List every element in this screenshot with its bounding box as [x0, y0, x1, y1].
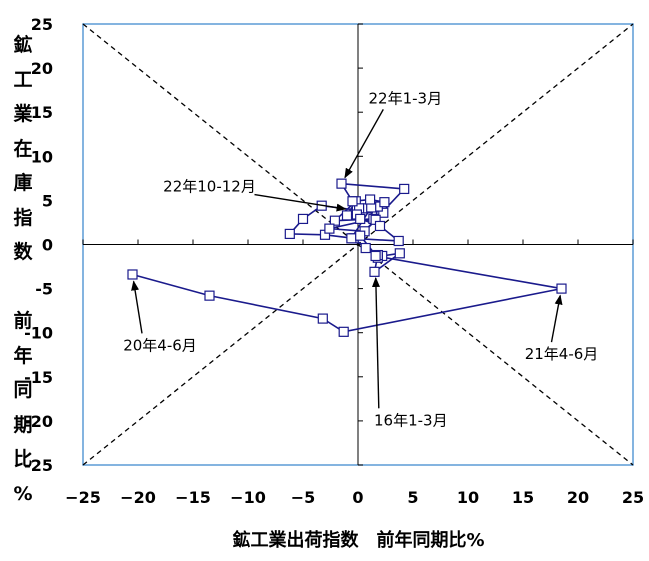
y-tick-label: 5	[42, 191, 53, 210]
y-tick-label: -5	[35, 280, 53, 299]
data-point-marker	[379, 197, 390, 208]
diagonal-lines	[82, 23, 634, 466]
x-tick-label: 5	[407, 488, 418, 507]
x-tick-label: −25	[65, 488, 101, 507]
data-point-marker	[329, 215, 340, 226]
annotation-label: 22年10-12月	[163, 178, 256, 196]
data-point-marker	[374, 220, 386, 232]
data-point-marker	[365, 194, 376, 205]
annotation-arrow	[344, 109, 384, 179]
series-line	[127, 178, 567, 337]
data-point-marker	[317, 313, 328, 324]
data-point-marker	[284, 228, 295, 240]
y-axis-title-char: 指	[13, 206, 33, 229]
annotation-arrow	[550, 294, 563, 343]
x-tick-label: 10	[457, 488, 479, 507]
y-axis-title-char: 前	[13, 310, 33, 332]
x-tick-label: 20	[567, 488, 589, 507]
y-tick-label: 25	[31, 15, 53, 34]
x-tick-label: 15	[512, 488, 534, 507]
data-point-marker	[370, 250, 381, 262]
data-point-marker	[297, 213, 309, 225]
x-tick-label: 25	[622, 488, 644, 507]
y-axis-title-char: 数	[13, 241, 33, 263]
y-axis-title-char: %	[13, 482, 33, 505]
annotations: 22年1-3月 22年10-12月 20年4-6月 21年4-6月 16年1-3月	[123, 89, 598, 429]
data-point-marker	[369, 266, 380, 277]
y-tick-label: 0	[42, 236, 53, 255]
data-point-marker	[355, 230, 366, 241]
y-axis-title-char: 庫	[13, 172, 33, 194]
annotation-arrow	[254, 193, 347, 212]
y-tick-label: 20	[31, 59, 53, 78]
data-point-marker	[338, 326, 349, 337]
y-tick-label: 10	[31, 147, 53, 166]
y-axis-title-char: 期	[13, 413, 33, 436]
x-tick-label: −10	[230, 488, 266, 507]
annotation-label: 16年1-3月	[374, 411, 448, 429]
data-point-marker	[355, 213, 366, 225]
x-tick-label: −5	[291, 488, 316, 507]
data-point-marker	[341, 210, 353, 221]
annotation-label: 20年4-6月	[123, 336, 197, 354]
data-point-marker	[346, 233, 357, 244]
y-tick-label: -10	[24, 324, 53, 343]
data-point-marker	[324, 223, 335, 234]
annotation-arrow	[371, 276, 380, 409]
data-point-marker	[204, 290, 215, 301]
data-point-marker	[347, 196, 358, 207]
y-tick-label: -20	[24, 412, 53, 431]
annotation-label: 22年1-3月	[369, 89, 443, 107]
annotation-arrow	[131, 280, 143, 334]
x-tick-labels: −25 −20 −15 −10 −5 0 5 10 15 20 25	[65, 488, 644, 507]
y-axis-title-char: 比	[13, 448, 33, 470]
x-tick-label: 0	[352, 488, 363, 507]
data-point-marker	[127, 269, 138, 280]
data-point-marker	[336, 178, 347, 189]
x-axis-title: 鉱工業出荷指数 前年同期比%	[232, 530, 485, 551]
data-point-marker	[394, 248, 405, 259]
y-axis-title-char: 年	[13, 344, 33, 367]
y-axis-title-char: 業	[13, 103, 33, 125]
y-tick-labels: 25 20 15 10 5 0 -5 -10 -15 -20 -25	[24, 15, 53, 475]
data-point-marker	[378, 207, 389, 218]
annotation-label: 21年4-6月	[525, 345, 599, 363]
data-point-marker	[556, 283, 567, 294]
y-axis-title-char: 工	[13, 68, 33, 91]
x-tick-label: −20	[120, 488, 156, 507]
y-tick-label: -15	[24, 368, 53, 387]
y-axis-title-char: 鉱	[13, 34, 33, 56]
x-tick-label: −15	[175, 488, 211, 507]
y-axis-title-char: 在	[13, 137, 33, 160]
diagonal-line-negative	[82, 23, 634, 466]
data-point-marker	[360, 242, 371, 254]
y-tick-label: 15	[31, 103, 53, 122]
y-axis-title-char: 同	[13, 379, 33, 401]
y-tick-label: -25	[24, 456, 53, 475]
data-point-marker	[393, 235, 404, 247]
data-point-marker	[399, 183, 410, 195]
